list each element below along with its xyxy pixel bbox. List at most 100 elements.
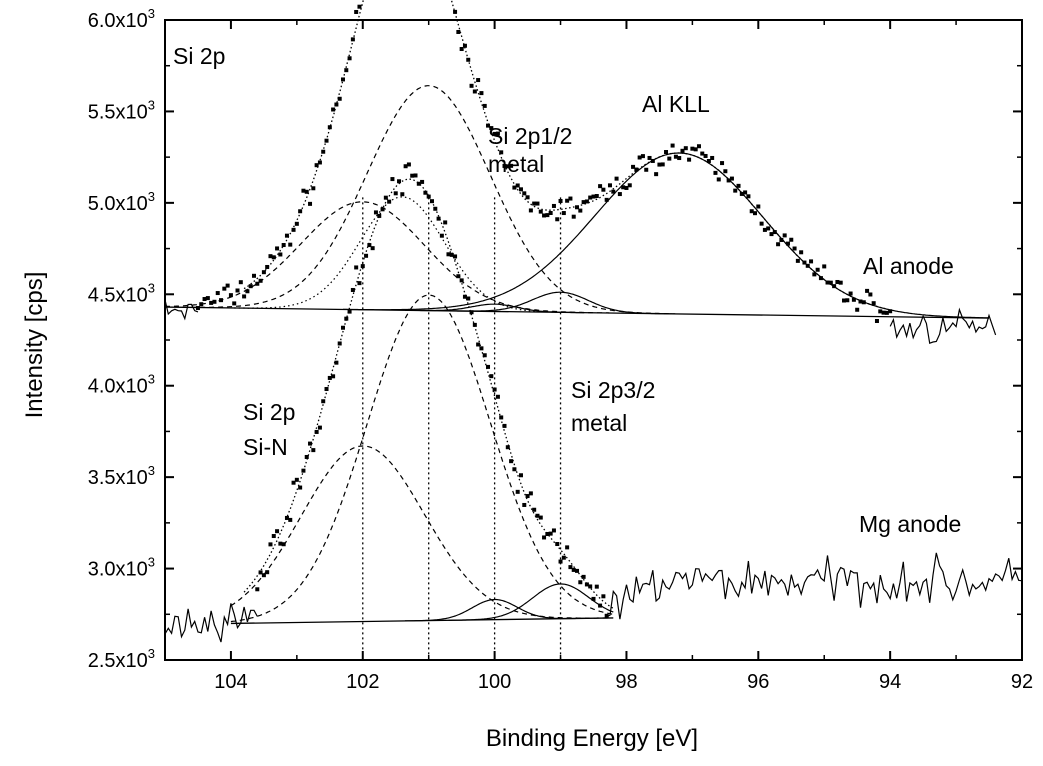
data-point [426,194,431,199]
data-point [304,189,309,194]
data-point [456,29,461,34]
data-point [466,296,471,301]
data-point [248,284,253,289]
component-peak [405,303,585,314]
data-point [591,194,596,199]
data-point [667,156,672,161]
data-point [565,198,570,203]
data-point [535,513,540,518]
data-point [317,425,322,430]
data-point [522,502,527,507]
data-point [284,233,289,238]
data-point [545,532,550,537]
data-point [611,189,616,194]
data-point [627,183,632,188]
x-axis-title: Binding Energy [eV] [486,725,698,752]
data-point [845,298,850,303]
data-point [321,399,326,404]
data-point [706,159,711,164]
data-point [469,310,474,315]
data-point [235,288,240,293]
data-point [505,445,510,450]
data-point [228,293,233,298]
component-peak [182,85,676,315]
annotation-al-kll: Al KLL [642,91,710,117]
data-point [314,429,319,434]
data-point [604,613,609,618]
component-peak [343,152,989,319]
data-point [380,207,385,212]
data-point [812,272,817,277]
data-point [225,283,230,288]
y-tick-label: 5.5x103 [88,97,155,123]
data-point [294,477,299,482]
data-point [199,302,204,307]
data-point [416,181,421,186]
data-point [238,280,243,285]
component-peak [234,196,571,313]
data-point [700,151,705,156]
data-point [499,415,504,420]
data-point [486,364,491,369]
data-point [215,291,220,296]
data-point [525,494,530,499]
data-point [275,246,280,251]
data-point [785,241,790,246]
data-point [281,542,286,547]
data-point [251,273,256,278]
data-point [265,264,270,269]
data-point [439,233,444,238]
data-point [538,209,543,214]
data-point [212,299,217,304]
data-point [617,192,622,197]
data-point [261,573,266,578]
data-point [462,294,467,299]
data-point [842,298,847,303]
data-point [815,267,820,272]
plot-frame [164,19,1023,661]
annotation-si2p12-line1: Si 2p1/2 [488,123,572,149]
data-point [683,146,688,151]
y-tick-label: 2.5x103 [88,646,155,672]
data-point [505,164,510,169]
data-point [782,233,787,238]
y-tick-label: 3.5x103 [88,463,155,489]
annotation-si2p: Si 2p [173,43,225,69]
data-point [255,587,260,592]
data-point [802,260,807,265]
data-point [838,280,843,285]
data-point [271,534,276,539]
data-point [858,299,863,304]
data-point [736,183,741,188]
data-point [660,162,665,167]
data-trace [606,552,1023,620]
data-point [331,107,336,112]
data-point [492,131,497,136]
data-point [278,541,283,546]
data-point [367,243,372,248]
data-point [354,265,359,270]
data-point [604,197,609,202]
data-point [337,96,342,101]
axes-ticks: 104 102 100 98 96 94 92 2.5x103 3.0x103 3.5x103 4.… [88,6,1033,693]
data-point [650,158,655,163]
annotation-si2p12-line2: metal [488,151,544,177]
data-point [855,307,860,312]
data-point [766,226,771,231]
data-point [769,232,774,237]
y-tick-label: 3.0x103 [88,555,155,581]
data-point [298,209,303,214]
data-trace [164,603,258,643]
data-point [729,176,734,181]
data-point [350,287,355,292]
data-point [703,153,708,158]
data-point [387,199,392,204]
data-point [219,298,224,303]
data-point [594,194,599,199]
component-peak [448,291,673,315]
data-point [542,213,547,218]
data-point [449,252,454,257]
data-point [664,150,669,155]
data-point [298,485,303,490]
